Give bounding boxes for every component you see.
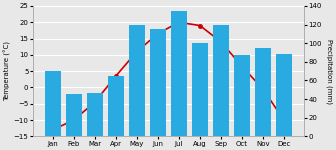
Bar: [276, 54, 292, 136]
Bar: [87, 93, 103, 136]
Bar: [66, 94, 82, 136]
Bar: [45, 71, 60, 136]
Y-axis label: Precipitation (mm): Precipitation (mm): [326, 39, 333, 104]
Bar: [255, 48, 271, 136]
Y-axis label: Temperature (°C): Temperature (°C): [3, 41, 11, 101]
Bar: [150, 29, 166, 136]
Bar: [129, 25, 145, 136]
Bar: [192, 43, 208, 136]
Bar: [171, 11, 187, 136]
Bar: [213, 25, 229, 136]
Bar: [234, 55, 250, 136]
Bar: [108, 76, 124, 136]
